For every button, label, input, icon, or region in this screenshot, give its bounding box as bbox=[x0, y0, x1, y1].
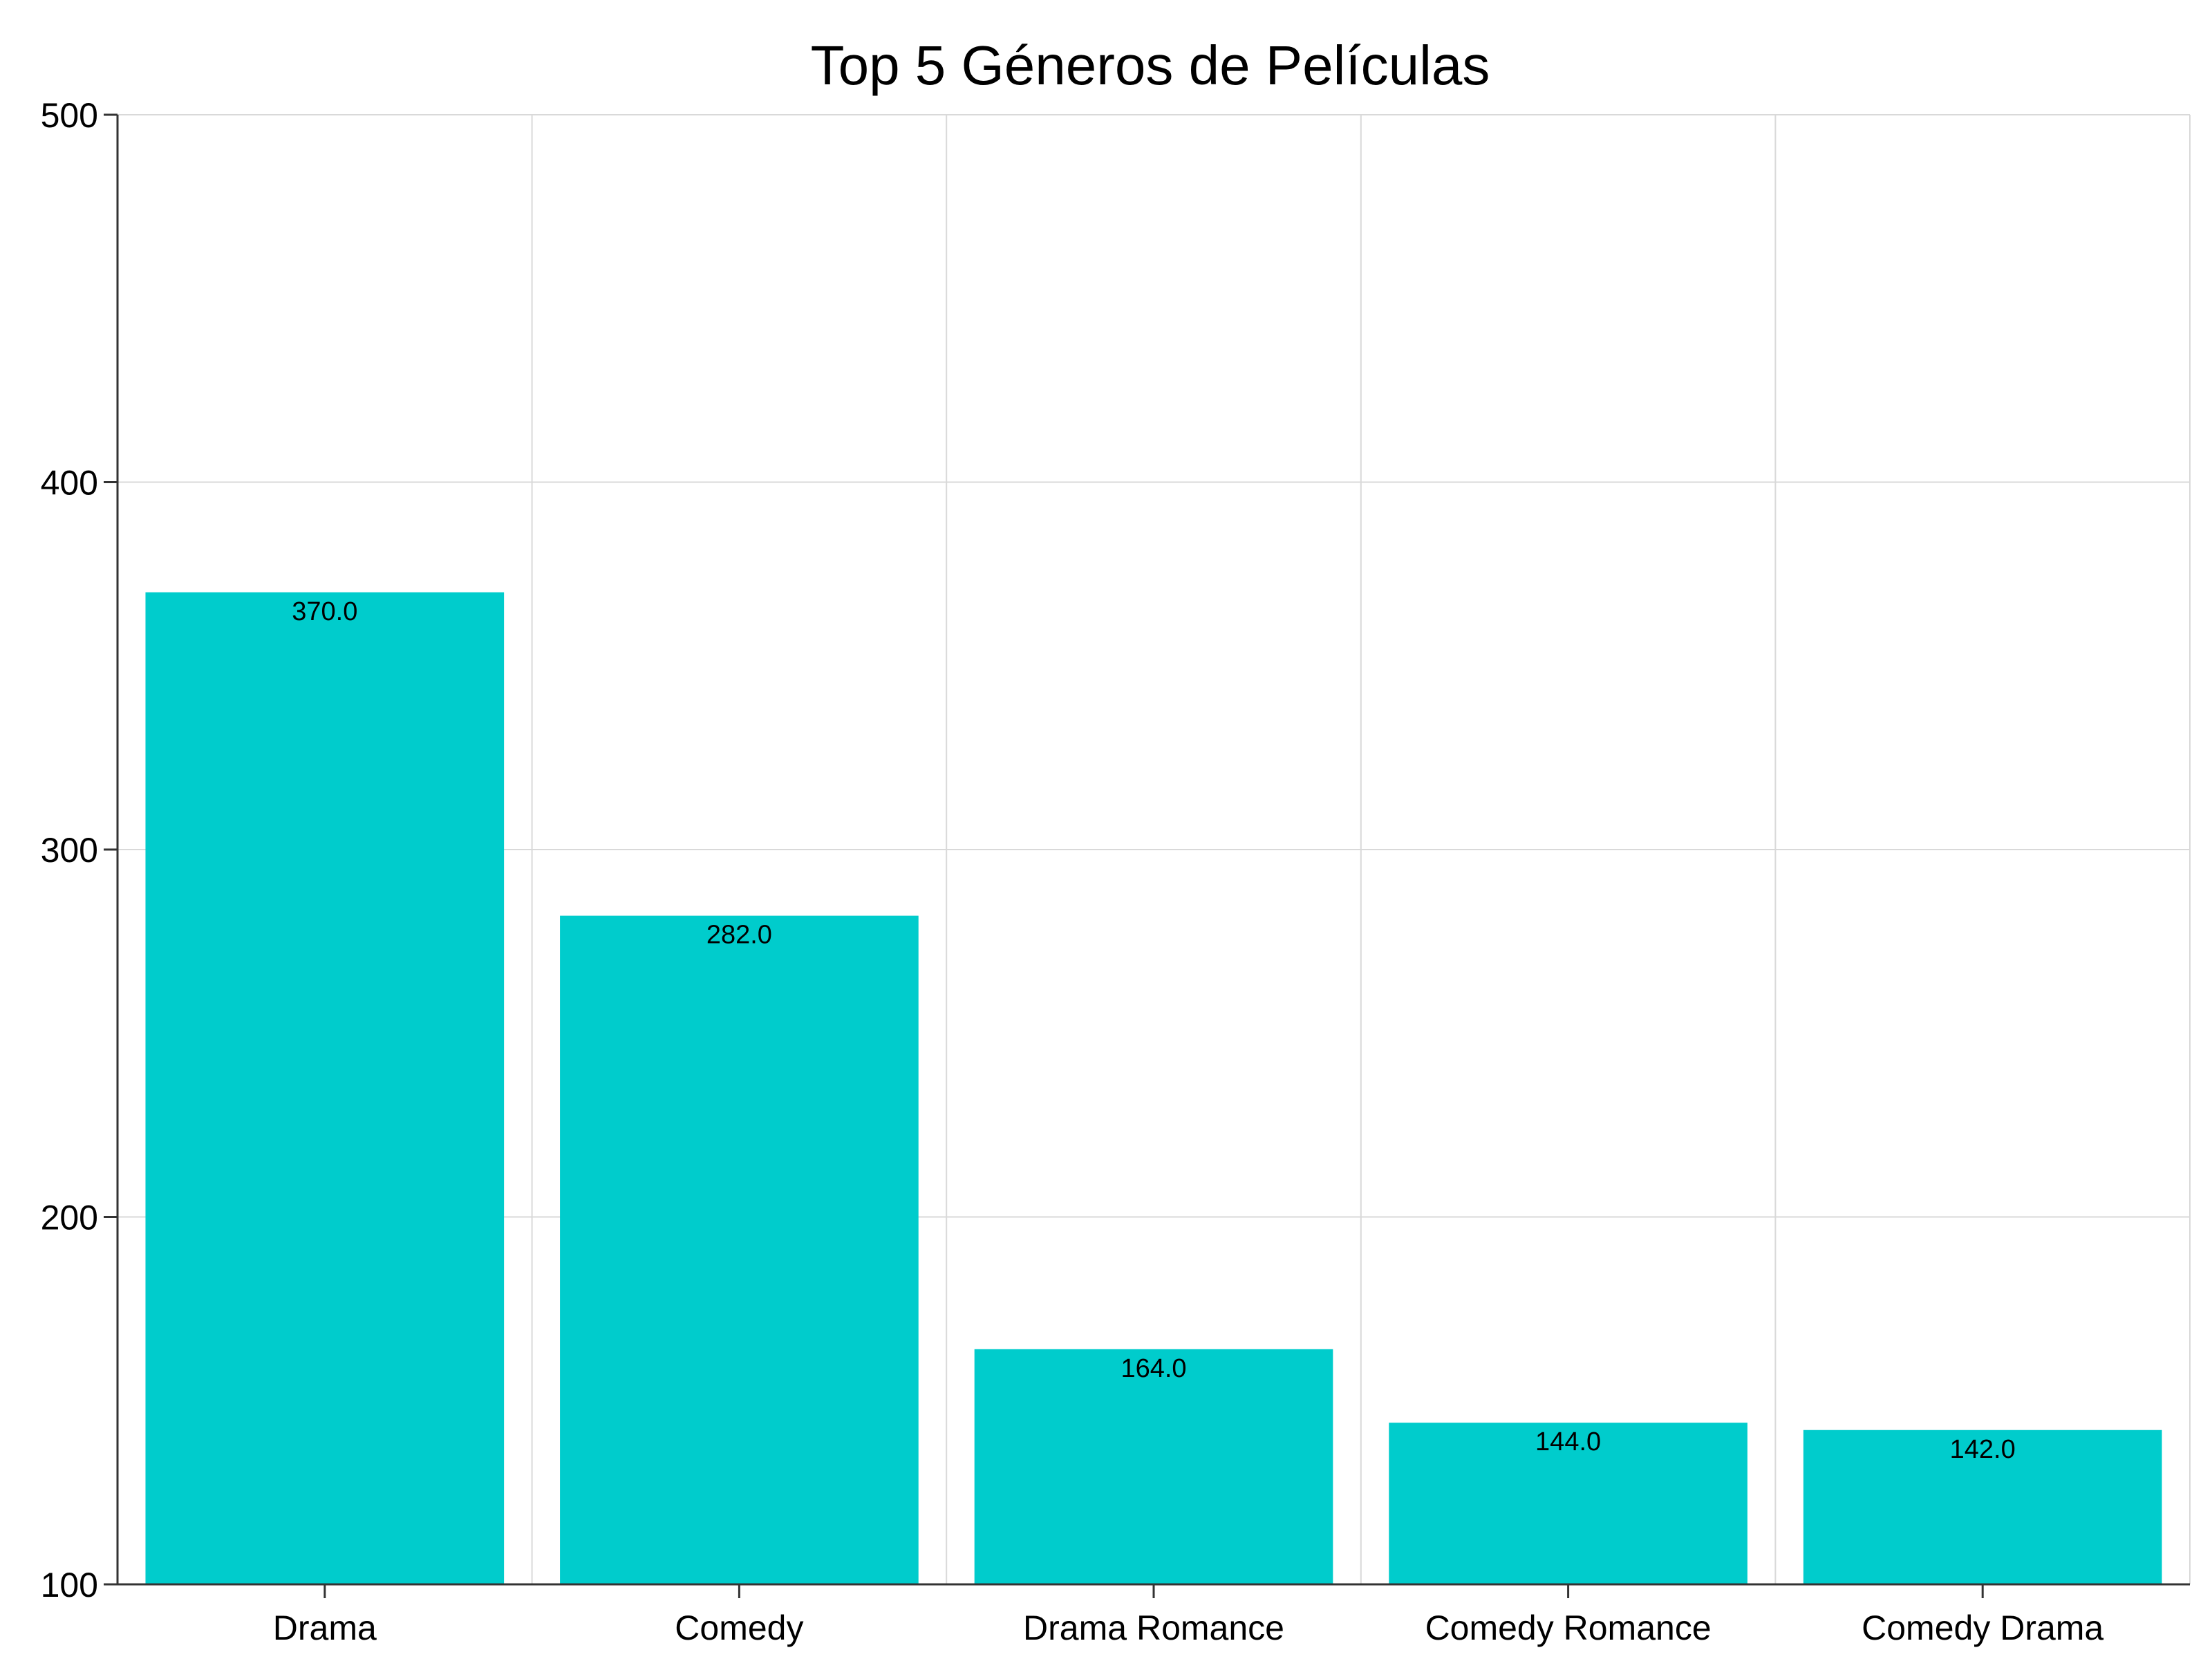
x-tick-label: Drama bbox=[273, 1609, 377, 1647]
y-tick-label: 500 bbox=[41, 96, 98, 135]
y-tick-label: 300 bbox=[41, 831, 98, 870]
axes bbox=[104, 113, 2190, 1598]
x-tick-label: Comedy Drama bbox=[1862, 1609, 2103, 1647]
bar-value-label: 144.0 bbox=[1535, 1427, 1601, 1456]
bar-value-label: 282.0 bbox=[706, 921, 772, 950]
bar-comedy-romance bbox=[1389, 1423, 1747, 1584]
bar-drama-romance bbox=[974, 1349, 1333, 1584]
bar-value-label: 370.0 bbox=[292, 597, 357, 626]
y-tick-label: 100 bbox=[41, 1566, 98, 1604]
y-tick-label: 400 bbox=[41, 464, 98, 503]
bar-value-label: 142.0 bbox=[1950, 1435, 2016, 1464]
labels: 370.0 Drama 282.0 Comedy 164.0 Drama Romance 1… bbox=[41, 96, 2104, 1647]
y-tick-label: 200 bbox=[41, 1199, 98, 1237]
bar-value-label: 164.0 bbox=[1121, 1354, 1186, 1383]
bar-comedy bbox=[560, 915, 919, 1584]
bar-drama bbox=[145, 592, 505, 1585]
x-tick-label: Drama Romance bbox=[1023, 1609, 1284, 1647]
x-tick-label: Comedy Romance bbox=[1425, 1609, 1712, 1647]
bar-comedy-drama bbox=[1803, 1430, 2162, 1584]
x-tick-label: Comedy bbox=[675, 1609, 803, 1647]
bars bbox=[145, 592, 2162, 1585]
chart-title: Top 5 Géneros de Películas bbox=[811, 35, 1490, 96]
